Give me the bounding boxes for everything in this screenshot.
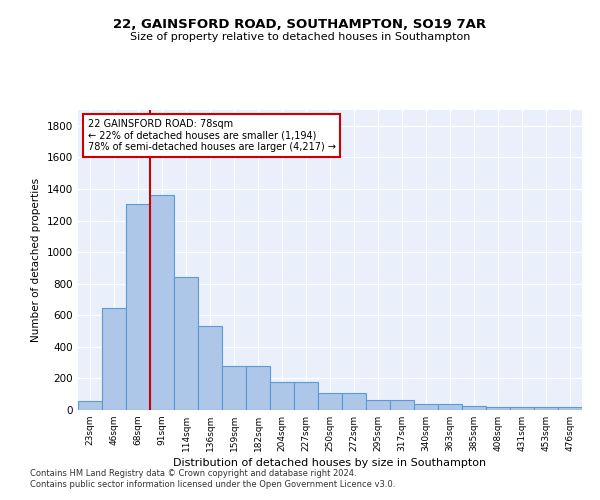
Bar (486, 407, 510, 410)
Bar (294, 382, 318, 410)
Text: Size of property relative to detached houses in Southampton: Size of property relative to detached ho… (130, 32, 470, 42)
Bar (246, 366, 270, 410)
Bar (342, 393, 366, 410)
Bar (438, 404, 462, 410)
Bar (174, 278, 198, 410)
Bar (558, 407, 582, 410)
Bar (462, 406, 486, 410)
Bar (366, 400, 390, 410)
Text: Contains HM Land Registry data © Crown copyright and database right 2024.: Contains HM Land Registry data © Crown c… (30, 468, 356, 477)
Bar (318, 393, 342, 410)
Bar (102, 308, 126, 410)
Bar (390, 400, 414, 410)
Text: Contains public sector information licensed under the Open Government Licence v3: Contains public sector information licen… (30, 480, 395, 489)
Bar (198, 326, 222, 410)
Bar (222, 366, 246, 410)
Bar (126, 204, 150, 410)
Text: 22, GAINSFORD ROAD, SOUTHAMPTON, SO19 7AR: 22, GAINSFORD ROAD, SOUTHAMPTON, SO19 7A… (113, 18, 487, 30)
Bar (270, 382, 294, 410)
Bar (150, 196, 174, 410)
Bar (534, 407, 558, 410)
X-axis label: Distribution of detached houses by size in Southampton: Distribution of detached houses by size … (173, 458, 487, 468)
Bar (78, 402, 102, 410)
Bar (510, 407, 534, 410)
Text: 22 GAINSFORD ROAD: 78sqm
← 22% of detached houses are smaller (1,194)
78% of sem: 22 GAINSFORD ROAD: 78sqm ← 22% of detach… (88, 118, 335, 152)
Bar (414, 404, 438, 410)
Y-axis label: Number of detached properties: Number of detached properties (31, 178, 41, 342)
